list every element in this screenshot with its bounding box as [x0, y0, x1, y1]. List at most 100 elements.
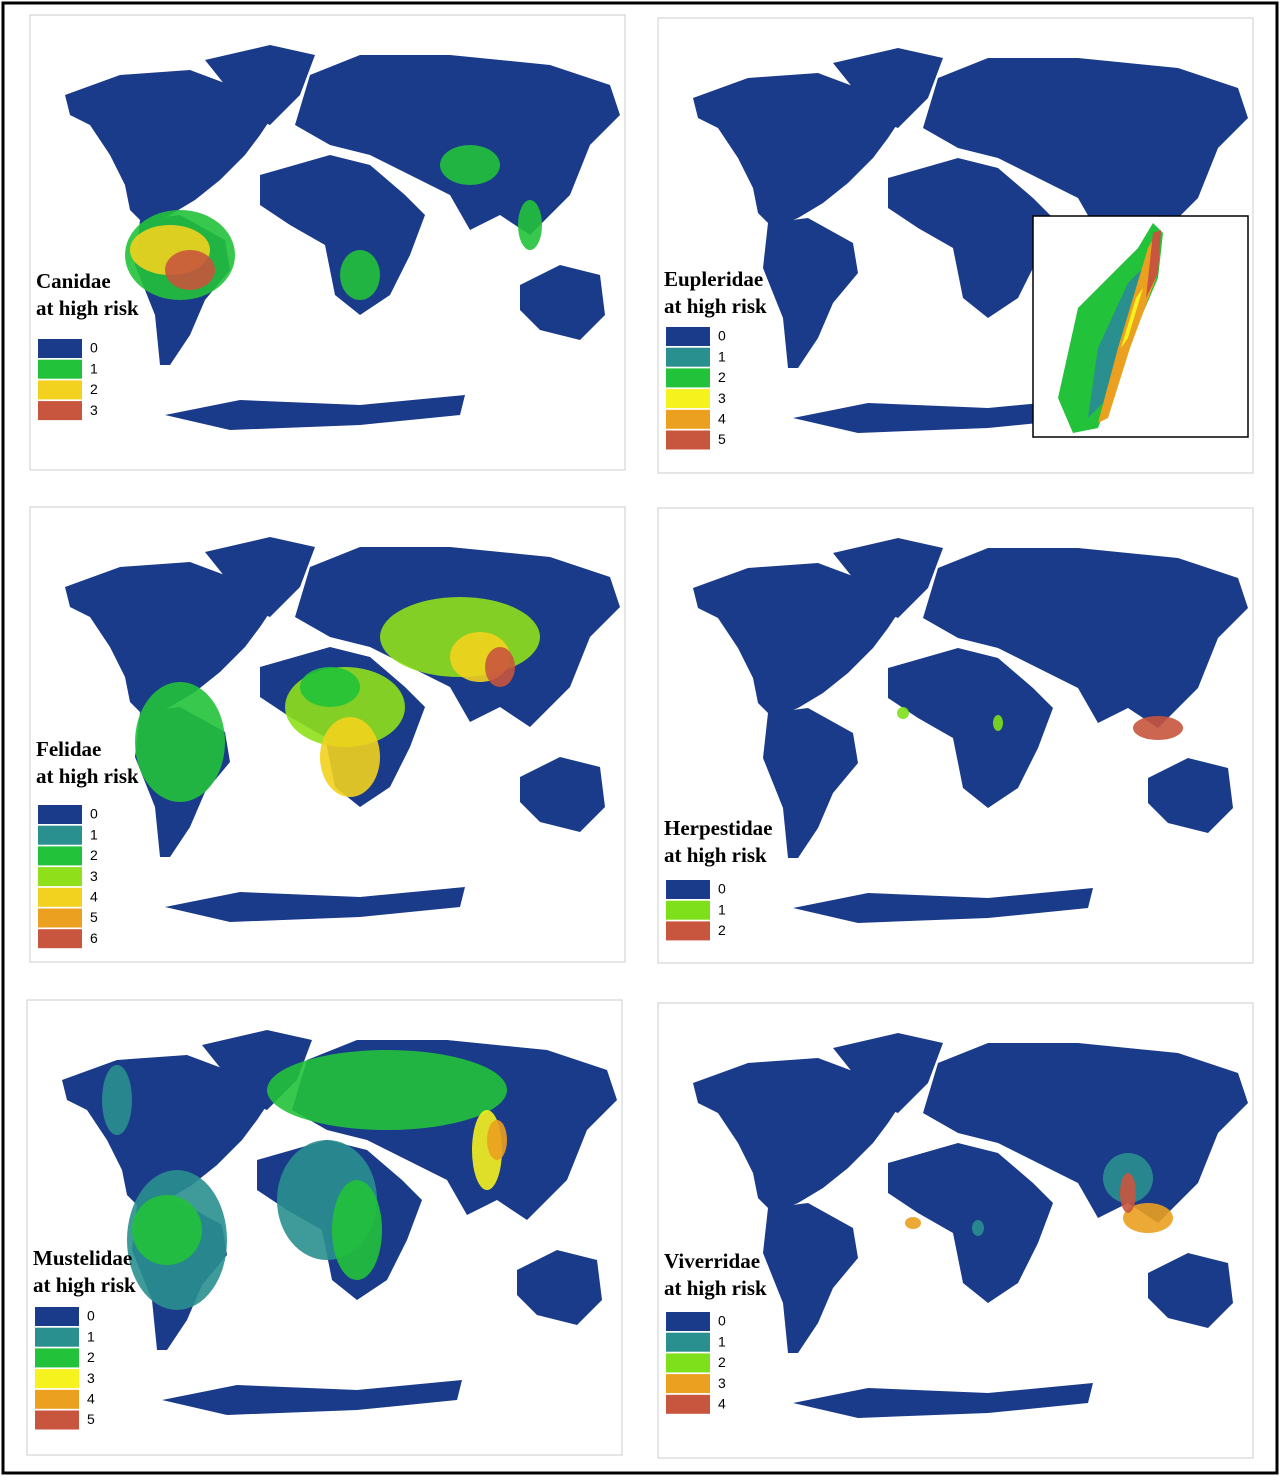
risk-area: [1120, 1173, 1136, 1213]
panel-title: at high risk: [664, 1276, 767, 1300]
legend-label: 2: [718, 922, 726, 938]
panel-title: at high risk: [33, 1273, 136, 1297]
legend-swatch: [666, 1374, 710, 1394]
panel-title: Mustelidae: [33, 1246, 132, 1270]
panel-title: Viverridae: [664, 1249, 760, 1273]
risk-area: [300, 667, 360, 707]
legend-label: 1: [87, 1328, 95, 1344]
map-panel: Canidae at high risk 0 1 2 3: [29, 14, 626, 471]
legend-swatch: [35, 1389, 79, 1409]
legend-swatch: [38, 359, 82, 379]
risk-area: [135, 682, 225, 802]
legend-label: 5: [87, 1411, 95, 1427]
risk-area: [905, 1217, 921, 1229]
legend-swatch: [666, 430, 710, 450]
legend-label: 1: [90, 826, 98, 842]
legend-label: 2: [90, 381, 98, 397]
legend-label: 1: [718, 1333, 726, 1349]
risk-area: [897, 707, 909, 719]
panel-title: at high risk: [664, 294, 767, 318]
panel-title: at high risk: [36, 764, 139, 788]
legend-swatch: [666, 880, 710, 899]
legend-swatch: [666, 409, 710, 429]
legend-swatch: [666, 347, 710, 367]
madagascar-zone: [1088, 268, 1143, 418]
legend-label: 4: [90, 889, 98, 905]
legend-label: 4: [87, 1391, 95, 1407]
risk-area: [972, 1220, 984, 1236]
legend-swatch: [38, 867, 82, 887]
legend-label: 0: [718, 328, 726, 344]
map-panel: Herpestidae at high risk 0 1 2: [657, 507, 1254, 964]
legend-label: 6: [90, 930, 98, 946]
legend-swatch: [38, 825, 82, 845]
legend-swatch: [38, 380, 82, 400]
legend-label: 2: [718, 369, 726, 385]
legend-swatch: [35, 1307, 79, 1326]
legend-swatch: [38, 908, 82, 928]
legend-swatch: [666, 1332, 710, 1352]
legend-label: 3: [718, 1375, 726, 1391]
risk-area: [485, 647, 515, 687]
legend-label: 4: [718, 1396, 726, 1412]
legend-label: 0: [718, 881, 726, 897]
panel-title: Felidae: [36, 737, 101, 761]
risk-area: [993, 715, 1003, 731]
legend-swatch: [35, 1369, 79, 1389]
legend-swatch: [38, 846, 82, 866]
legend-swatch: [38, 339, 82, 358]
legend-swatch: [666, 1353, 710, 1373]
legend-swatch: [38, 887, 82, 907]
legend-swatch: [666, 1394, 710, 1414]
legend-swatch: [35, 1410, 79, 1430]
legend-swatch: [666, 389, 710, 409]
risk-area: [102, 1065, 132, 1135]
legend-label: 3: [90, 868, 98, 884]
map-panel: Mustelidae at high risk 0 1 2 3 4 5: [26, 999, 623, 1456]
risk-area: [1123, 1203, 1173, 1233]
legend-label: 0: [718, 1313, 726, 1329]
risk-area: [1133, 716, 1183, 740]
panel-title: Herpestidae: [664, 816, 772, 840]
legend-label: 3: [87, 1370, 95, 1386]
map-panel: Eupleridae at high risk 0 1 2 3 4 5: [657, 17, 1254, 474]
risk-area: [487, 1120, 507, 1160]
legend-label: 3: [718, 390, 726, 406]
legend-label: 2: [90, 847, 98, 863]
legend-label: 0: [87, 1308, 95, 1324]
risk-area: [267, 1050, 507, 1130]
legend-swatch: [35, 1348, 79, 1368]
legend-label: 2: [87, 1349, 95, 1365]
legend-label: 5: [718, 431, 726, 447]
risk-area: [332, 1180, 382, 1280]
legend-label: 1: [718, 901, 726, 917]
legend-swatch: [666, 900, 710, 920]
risk-area: [518, 200, 542, 250]
panel-title: at high risk: [664, 843, 767, 867]
map-panel: Viverridae at high risk 0 1 2 3 4: [657, 1002, 1254, 1459]
legend-label: 0: [90, 340, 98, 356]
risk-area: [165, 250, 215, 290]
panel-title: Canidae: [36, 269, 111, 293]
legend-label: 3: [90, 402, 98, 418]
legend-swatch: [666, 327, 710, 346]
legend-swatch: [38, 929, 82, 949]
legend-label: 5: [90, 909, 98, 925]
panel-title: Eupleridae: [664, 267, 763, 291]
legend-swatch: [38, 401, 82, 421]
risk-area: [132, 1195, 202, 1265]
legend-swatch: [35, 1327, 79, 1347]
risk-area: [340, 250, 380, 300]
legend-swatch: [666, 921, 710, 941]
legend-label: 1: [90, 360, 98, 376]
legend-label: 4: [718, 411, 726, 427]
legend-swatch: [666, 1312, 710, 1331]
legend-label: 0: [90, 806, 98, 822]
risk-area: [320, 717, 380, 797]
legend-label: 1: [718, 348, 726, 364]
legend-label: 2: [718, 1354, 726, 1370]
map-panel: Felidae at high risk 0 1 2 3 4 5 6: [29, 506, 626, 963]
